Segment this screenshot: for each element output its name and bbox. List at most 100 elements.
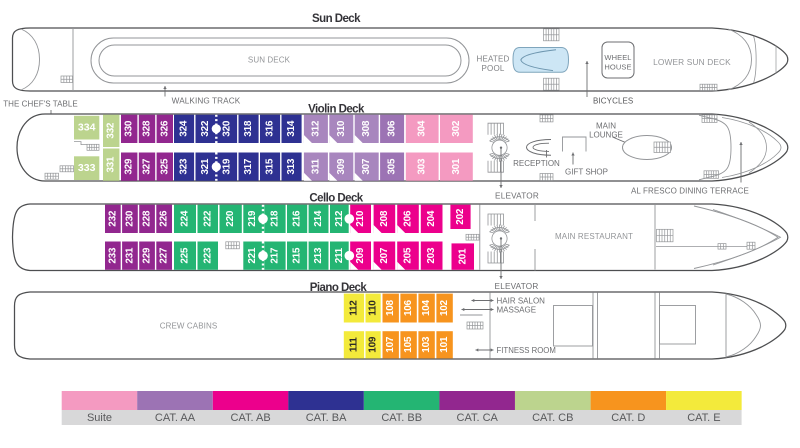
svg-text:106: 106 [403, 299, 414, 316]
svg-text:225: 225 [180, 247, 191, 264]
svg-text:319: 319 [222, 158, 233, 175]
svg-text:317: 317 [243, 158, 254, 175]
svg-text:314: 314 [286, 120, 297, 137]
svg-text:212: 212 [334, 210, 345, 227]
svg-text:328: 328 [142, 120, 153, 137]
svg-text:222: 222 [202, 210, 213, 227]
svg-text:Piano Deck: Piano Deck [310, 282, 368, 294]
svg-text:201: 201 [457, 248, 468, 265]
svg-text:204: 204 [426, 210, 437, 227]
svg-text:326: 326 [159, 120, 170, 137]
svg-text:203: 203 [426, 247, 437, 264]
svg-text:331: 331 [106, 156, 117, 173]
svg-text:329: 329 [124, 158, 135, 175]
svg-text:325: 325 [159, 158, 170, 175]
svg-text:POOL: POOL [481, 64, 504, 73]
svg-text:213: 213 [313, 247, 324, 264]
svg-text:MAIN RESTAURANT: MAIN RESTAURANT [555, 232, 633, 241]
svg-text:Violin Deck: Violin Deck [308, 104, 365, 116]
svg-text:WHEEL: WHEEL [604, 53, 631, 62]
svg-text:305: 305 [387, 158, 398, 175]
svg-text:208: 208 [379, 210, 390, 227]
svg-text:228: 228 [142, 210, 153, 227]
svg-text:WALKING TRACK: WALKING TRACK [172, 97, 241, 106]
svg-text:320: 320 [222, 120, 233, 137]
svg-text:315: 315 [265, 158, 276, 175]
svg-text:224: 224 [180, 210, 191, 227]
svg-text:202: 202 [455, 208, 466, 225]
svg-text:RECEPTION: RECEPTION [513, 159, 560, 168]
svg-text:108: 108 [385, 299, 396, 316]
svg-text:CAT. CB: CAT. CB [532, 412, 573, 424]
svg-text:227: 227 [159, 247, 170, 264]
svg-text:219: 219 [247, 210, 258, 227]
svg-text:223: 223 [202, 247, 213, 264]
svg-text:226: 226 [159, 210, 170, 227]
svg-text:Sun Deck: Sun Deck [312, 13, 361, 25]
svg-text:211: 211 [334, 247, 345, 263]
svg-text:AL FRESCO DINING TERRACE: AL FRESCO DINING TERRACE [631, 187, 749, 196]
svg-text:105: 105 [403, 336, 414, 353]
svg-text:Suite: Suite [87, 412, 112, 424]
svg-text:LOWER SUN DECK: LOWER SUN DECK [653, 57, 731, 67]
svg-text:MAIN: MAIN [596, 122, 616, 131]
svg-text:307: 307 [361, 158, 372, 175]
svg-text:303: 303 [417, 158, 428, 175]
svg-text:306: 306 [387, 120, 398, 137]
svg-text:217: 217 [269, 247, 280, 264]
svg-text:CAT. BA: CAT. BA [306, 412, 347, 424]
svg-text:205: 205 [403, 247, 414, 264]
svg-text:333: 333 [78, 162, 96, 174]
svg-text:207: 207 [379, 247, 390, 264]
svg-text:HOUSE: HOUSE [604, 63, 631, 72]
svg-text:101: 101 [439, 336, 450, 353]
svg-text:GIFT SHOP: GIFT SHOP [565, 168, 608, 177]
svg-text:CAT. BB: CAT. BB [381, 412, 422, 424]
svg-text:218: 218 [269, 210, 280, 227]
svg-text:216: 216 [292, 210, 303, 227]
svg-text:318: 318 [243, 120, 254, 137]
svg-text:107: 107 [385, 336, 396, 353]
svg-text:SUN DECK: SUN DECK [248, 56, 291, 65]
svg-text:301: 301 [451, 158, 462, 175]
svg-text:332: 332 [106, 122, 117, 139]
svg-text:310: 310 [336, 120, 347, 137]
svg-text:231: 231 [124, 247, 135, 264]
svg-text:221: 221 [247, 247, 258, 264]
svg-text:CAT. AA: CAT. AA [155, 412, 196, 424]
svg-text:BICYCLES: BICYCLES [593, 97, 633, 106]
svg-text:330: 330 [124, 120, 135, 137]
svg-text:210: 210 [355, 210, 366, 227]
svg-text:220: 220 [225, 210, 236, 227]
svg-text:LOUNGE: LOUNGE [589, 131, 623, 140]
svg-text:CAT. AB: CAT. AB [231, 412, 271, 424]
svg-text:109: 109 [368, 336, 379, 353]
svg-text:215: 215 [292, 247, 303, 264]
svg-text:MASSAGE: MASSAGE [497, 306, 537, 315]
svg-text:104: 104 [421, 299, 432, 316]
svg-text:327: 327 [142, 158, 153, 175]
svg-text:316: 316 [265, 120, 276, 137]
svg-text:Cello Deck: Cello Deck [309, 193, 363, 205]
svg-text:229: 229 [142, 247, 153, 264]
svg-text:111: 111 [348, 337, 359, 352]
svg-text:112: 112 [348, 300, 359, 316]
svg-text:CAT. E: CAT. E [687, 412, 720, 424]
svg-text:CREW CABINS: CREW CABINS [160, 322, 218, 331]
svg-text:334: 334 [78, 122, 96, 134]
svg-text:206: 206 [403, 210, 414, 227]
svg-text:230: 230 [124, 210, 135, 227]
svg-text:103: 103 [421, 336, 432, 353]
svg-text:322: 322 [200, 120, 211, 137]
svg-text:214: 214 [313, 210, 324, 227]
svg-text:209: 209 [355, 247, 366, 264]
svg-text:THE CHEF'S TABLE: THE CHEF'S TABLE [3, 100, 78, 109]
svg-text:304: 304 [417, 120, 428, 137]
svg-text:CAT. CA: CAT. CA [457, 412, 499, 424]
svg-text:ELEVATOR: ELEVATOR [495, 282, 539, 291]
svg-text:FITNESS ROOM: FITNESS ROOM [497, 346, 556, 355]
svg-text:HEATED: HEATED [476, 55, 509, 64]
svg-text:309: 309 [336, 158, 347, 175]
svg-text:ELEVATOR: ELEVATOR [495, 192, 539, 201]
svg-text:302: 302 [451, 120, 462, 137]
